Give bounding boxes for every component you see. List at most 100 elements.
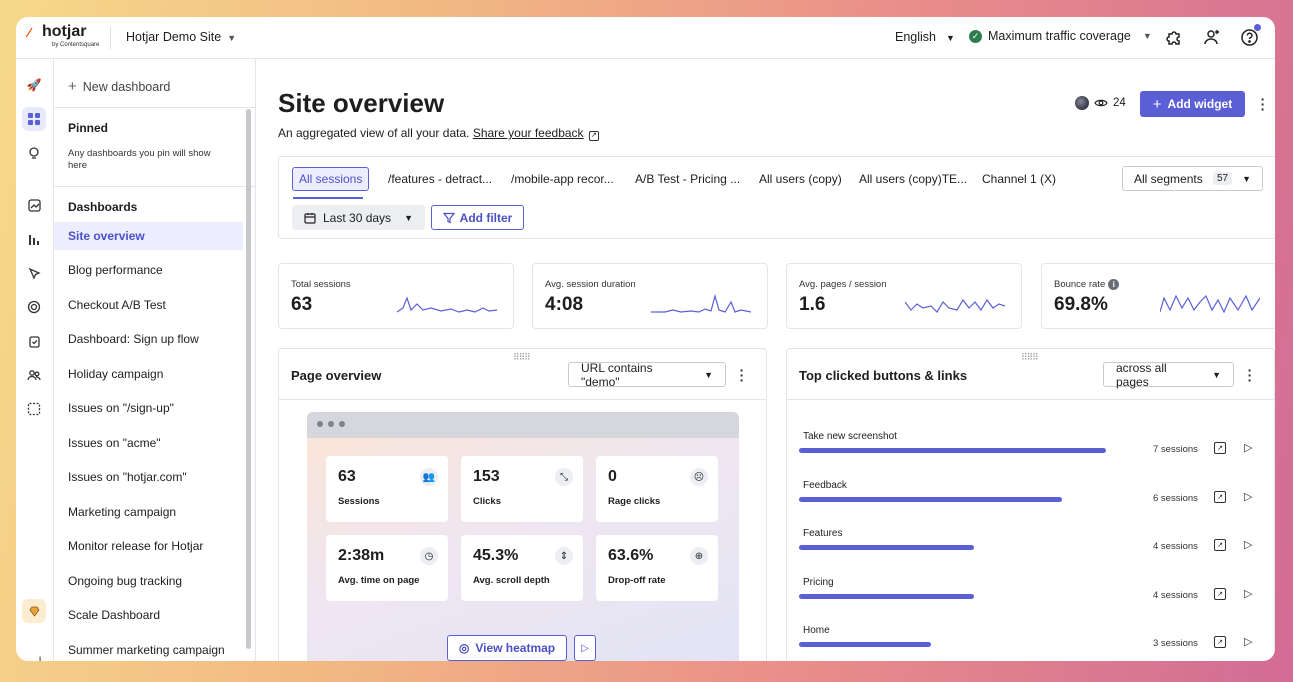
analyze-icon[interactable]: ↗ xyxy=(1214,442,1226,454)
users-icon: 👥 xyxy=(420,468,438,486)
sidebar-item-scale-dashboard[interactable]: Scale Dashboard xyxy=(68,608,161,622)
table-row: Feedback 6 sessions ↗ ▷ xyxy=(787,480,1274,528)
scope-dropdown[interactable]: across all pages ▼ xyxy=(1103,361,1234,389)
tab-segment-all-users-copy-te[interactable]: All users (copy)TE... xyxy=(859,172,968,186)
sidebar-item-checkout-ab-test[interactable]: Checkout A/B Test xyxy=(68,298,166,312)
traffic-coverage-selector[interactable]: ✓ Maximum traffic coverage ▼ xyxy=(969,29,1152,43)
date-range-picker[interactable]: Last 30 days ▼ xyxy=(292,205,425,230)
site-selector[interactable]: Hotjar Demo Site ▼ xyxy=(126,30,236,44)
session-bar xyxy=(799,593,974,599)
drag-handle-icon[interactable]: ⠿⠿⠿ xyxy=(1021,352,1039,362)
play-recording-button[interactable]: ▷ xyxy=(574,635,596,661)
sidebar-item-ongoing-bug-tracking[interactable]: Ongoing bug tracking xyxy=(68,574,183,588)
caret-down-icon: ▼ xyxy=(227,33,237,43)
widget-more-options-icon[interactable]: · · · xyxy=(739,362,745,388)
stat-value: 63 xyxy=(338,468,356,485)
analyze-icon[interactable]: ↗ xyxy=(1214,490,1226,503)
plan-gem-icon[interactable] xyxy=(22,599,46,623)
heatmaps-icon[interactable] xyxy=(22,295,46,319)
sparkline xyxy=(397,296,497,313)
element-label: Feedback xyxy=(803,479,847,491)
play-icon[interactable]: ▷ xyxy=(1244,587,1253,600)
sidebar-item-blog-performance[interactable]: Blog performance xyxy=(68,263,163,277)
lightbulb-icon[interactable] xyxy=(22,141,46,165)
funnels-icon[interactable] xyxy=(22,227,46,251)
top-bar: ⁄ hotjar by Contentsquare Hotjar Demo Si… xyxy=(16,17,1275,59)
language-selector[interactable]: English ▼ xyxy=(895,30,955,44)
element-label: Home xyxy=(803,625,830,637)
add-filter-button[interactable]: Add filter xyxy=(431,205,524,230)
info-icon[interactable]: i xyxy=(1108,279,1120,290)
sidebar-item-holiday-campaign[interactable]: Holiday campaign xyxy=(68,367,164,381)
sidebar-item-issues-sign-up[interactable]: Issues on "/sign-up" xyxy=(68,401,174,415)
play-icon[interactable]: ▷ xyxy=(1244,539,1253,552)
feedback-icon[interactable] xyxy=(22,397,46,421)
drag-handle-icon[interactable]: ⠿⠿⠿ xyxy=(513,352,531,362)
metric-card-avg-session-duration[interactable]: Avg. session duration 4:08 xyxy=(532,263,768,329)
add-widget-button[interactable]: + Add widget xyxy=(1140,91,1245,117)
stat-value: 153 xyxy=(473,468,500,485)
surveys-icon[interactable] xyxy=(22,329,46,353)
integrations-puzzle-icon[interactable] xyxy=(1164,27,1184,47)
metric-value: 1.6 xyxy=(799,294,826,315)
new-dashboard-button[interactable]: + New dashboard xyxy=(68,78,170,95)
view-heatmap-button[interactable]: ◎ View heatmap xyxy=(447,635,567,661)
dashboards-icon[interactable] xyxy=(22,107,46,131)
invite-user-icon[interactable] xyxy=(1202,27,1222,47)
sidebar-scrollbar[interactable] xyxy=(246,109,251,649)
sidebar-item-monitor-release[interactable]: Monitor release for Hotjar xyxy=(68,539,204,553)
interviews-icon[interactable] xyxy=(22,363,46,387)
metric-card-avg-pages-session[interactable]: Avg. pages / session 1.6 xyxy=(786,263,1022,329)
plus-icon: + xyxy=(68,78,77,95)
tab-segment-ab-test[interactable]: A/B Test - Pricing ... xyxy=(635,172,741,186)
metric-label-text: Bounce rate xyxy=(1054,279,1106,290)
url-filter-dropdown[interactable]: URL contains "demo" ▼ xyxy=(568,361,726,389)
play-icon[interactable]: ▷ xyxy=(1244,636,1253,649)
notification-dot xyxy=(1254,24,1261,31)
share-feedback-link[interactable]: Share your feedback xyxy=(472,126,584,140)
collapse-sidebar-icon[interactable]: →| xyxy=(26,654,42,661)
browser-chrome xyxy=(307,412,739,438)
analyze-icon[interactable]: ↗ xyxy=(1214,636,1226,649)
tab-segment-all-users-copy[interactable]: All users (copy) xyxy=(759,172,842,186)
sidebar-item-issues-hotjar[interactable]: Issues on "hotjar.com" xyxy=(68,470,187,484)
play-icon[interactable]: ▷ xyxy=(1244,442,1253,454)
tab-all-sessions[interactable]: All sessions xyxy=(292,167,370,191)
page-preview: 63 Sessions 👥 153 Clicks ⤡ 0 Rage clicks… xyxy=(307,412,739,661)
sidebar-item-marketing-campaign[interactable]: Marketing campaign xyxy=(68,505,177,519)
stat-label: Drop-off rate xyxy=(608,575,666,586)
stat-value: 45.3% xyxy=(473,547,519,564)
scroll-icon: ⇕ xyxy=(555,547,573,565)
widget-more-options-icon[interactable]: · · · xyxy=(1247,362,1253,388)
hotjar-flame-icon: ⁄ xyxy=(28,25,31,40)
tab-segment-channel-1[interactable]: Channel 1 (X) xyxy=(982,172,1057,186)
filter-icon xyxy=(442,212,455,223)
analyze-icon[interactable]: ↗ xyxy=(1214,587,1226,600)
table-row: Pricing 4 sessions ↗ ▷ xyxy=(787,577,1274,625)
page-more-options-icon[interactable]: · · · xyxy=(1260,91,1266,117)
recordings-icon[interactable] xyxy=(22,261,46,285)
sidebar-item-summer-campaign[interactable]: Summer marketing campaign xyxy=(68,643,225,657)
tab-segment-features[interactable]: /features - detract... xyxy=(388,172,493,186)
hotjar-logo[interactable]: ⁄ hotjar by Contentsquare xyxy=(28,23,114,53)
date-range-label: Last 30 days xyxy=(323,210,392,225)
trends-icon[interactable] xyxy=(22,193,46,217)
session-count: 7 sessions xyxy=(1153,444,1198,455)
metric-card-bounce-rate[interactable]: Bounce rate i 69.8% xyxy=(1041,263,1275,329)
plus-icon: + xyxy=(1152,95,1162,113)
session-bar xyxy=(799,545,974,551)
viewers-indicator[interactable]: 24 xyxy=(1075,96,1126,110)
sidebar-item-site-overview[interactable]: Site overview xyxy=(54,222,243,250)
metric-card-total-sessions[interactable]: Total sessions 63 xyxy=(278,263,514,329)
play-icon[interactable]: ▷ xyxy=(1244,490,1253,503)
all-segments-dropdown[interactable]: All segments 57 ▼ xyxy=(1122,166,1263,191)
rocket-icon[interactable]: 🚀 xyxy=(26,78,42,92)
tab-segment-mobile-app[interactable]: /mobile-app recor... xyxy=(511,172,614,186)
session-count: 6 sessions xyxy=(1153,492,1198,504)
dashboards-sidebar: + New dashboard Pinned Any dashboards you… xyxy=(54,59,256,661)
sidebar-item-issues-acme[interactable]: Issues on "acme" xyxy=(68,436,161,450)
analyze-icon[interactable]: ↗ xyxy=(1214,539,1226,552)
metric-label: Bounce rate i xyxy=(1054,279,1120,290)
sidebar-item-sign-up-flow[interactable]: Dashboard: Sign up flow xyxy=(68,332,199,346)
help-icon[interactable] xyxy=(1239,24,1261,47)
